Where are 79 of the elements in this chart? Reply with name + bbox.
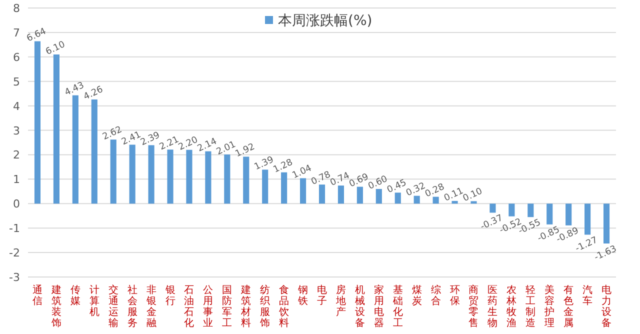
bar xyxy=(318,184,326,204)
y-tick-label: -1 xyxy=(9,222,20,236)
y-tick-label: 4 xyxy=(13,100,20,113)
bar xyxy=(490,204,496,213)
y-tick-label: 2 xyxy=(13,148,20,162)
x-tick-label: 轻工制造 xyxy=(526,284,536,329)
y-tick-label: 0 xyxy=(13,198,20,211)
legend-label: 本周涨跌幅(%) xyxy=(278,13,372,29)
bar xyxy=(262,170,268,204)
x-tick-label: 环保 xyxy=(450,285,460,307)
x-tick-label: 商贸零售 xyxy=(468,284,479,329)
bar xyxy=(91,99,98,204)
x-tick-label: 煤炭 xyxy=(412,284,422,307)
x-tick-label: 交通运输 xyxy=(108,284,118,329)
x-tick-label: 建筑材料 xyxy=(240,284,252,329)
y-tick-label: 8 xyxy=(13,2,20,15)
bar xyxy=(281,172,288,204)
bar xyxy=(167,150,174,204)
x-tick-label: 机械设备 xyxy=(354,284,365,329)
x-tick-label: 纺织服饰 xyxy=(259,284,270,329)
x-tick-label: 综合 xyxy=(430,284,441,307)
y-tick-label: 3 xyxy=(13,124,20,138)
bar xyxy=(300,178,306,204)
y-tick-label: 6 xyxy=(13,50,20,64)
data-label: -1.63 xyxy=(593,244,618,264)
bar xyxy=(129,144,136,204)
bar xyxy=(394,192,401,204)
x-tick-label: 食品饮料 xyxy=(278,284,290,329)
x-tick-label: 国防军工 xyxy=(222,285,232,329)
x-tick-label: 家用电器 xyxy=(374,284,384,329)
y-tick-label: 1 xyxy=(13,173,20,186)
x-tick-label: 电力设备 xyxy=(602,284,612,329)
x-tick-label: 非银金融 xyxy=(145,284,156,329)
x-tick-label: 美容护理 xyxy=(544,284,555,329)
bar xyxy=(72,95,78,204)
bar xyxy=(528,204,534,218)
bar xyxy=(470,201,477,204)
x-tick-label: 钢铁 xyxy=(297,285,308,307)
bar xyxy=(34,41,41,204)
bar xyxy=(508,204,515,216)
bar xyxy=(338,186,344,204)
y-tick-label: 7 xyxy=(13,26,20,40)
x-tick-label: 石油石化 xyxy=(184,285,194,329)
bar xyxy=(110,140,116,204)
bar xyxy=(584,204,591,235)
x-tick-label: 医药生物 xyxy=(488,285,498,329)
x-tick-label: 电子 xyxy=(317,284,327,307)
bar xyxy=(53,54,60,204)
bar xyxy=(432,196,439,204)
bar xyxy=(414,196,420,204)
bar xyxy=(224,154,230,204)
bar xyxy=(356,186,363,204)
y-tick-label: -3 xyxy=(9,271,20,284)
x-tick-label: 农林牧渔 xyxy=(506,285,517,329)
bar xyxy=(205,151,212,204)
bar xyxy=(452,200,458,204)
y-tick-label: 5 xyxy=(13,75,20,88)
x-tick-label: 银行 xyxy=(164,285,176,307)
x-tick-label: 有色金属 xyxy=(564,284,574,329)
y-tick-label: -2 xyxy=(9,246,20,260)
bar xyxy=(376,188,382,204)
x-tick-label: 通信 xyxy=(32,284,42,307)
bar xyxy=(546,204,553,224)
bar xyxy=(603,204,610,244)
x-tick-label: 传媒 xyxy=(70,285,80,307)
bar xyxy=(566,204,572,226)
x-tick-label: 社会服务 xyxy=(127,284,138,329)
x-tick-label: 房地产 xyxy=(334,284,346,318)
bar xyxy=(186,150,192,204)
x-tick-label: 基础化工 xyxy=(392,284,403,329)
data-label: 0.10 xyxy=(462,186,484,204)
x-tick-label: 公用事业 xyxy=(203,284,214,329)
x-tick-label: 建筑装饰 xyxy=(50,284,62,329)
data-label: 1.92 xyxy=(234,142,256,160)
data-label: 2.62 xyxy=(101,124,124,143)
x-tick-label: 汽车 xyxy=(582,284,593,307)
x-tick-label: 计算机 xyxy=(89,284,100,318)
bar xyxy=(243,156,250,204)
bar xyxy=(148,145,154,204)
